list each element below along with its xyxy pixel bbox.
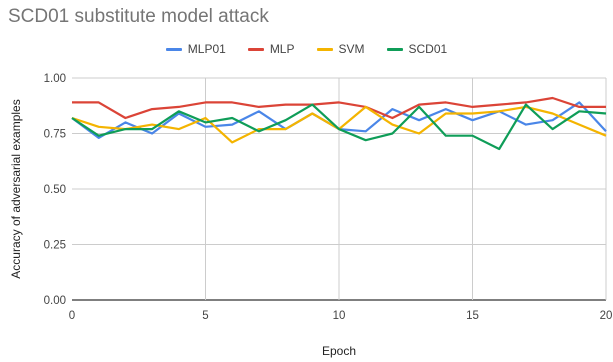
legend-swatch-mlp01: [165, 47, 182, 51]
y-tick-label: 0.50: [44, 184, 66, 196]
legend-item-mlp01: MLP01: [165, 42, 226, 56]
x-tick-label: 10: [333, 310, 346, 322]
legend-label-svm: SVM: [338, 42, 365, 56]
chart-grid: [72, 77, 607, 301]
legend-item-scd01: SCD01: [386, 42, 448, 56]
x-tick-label: 0: [69, 310, 75, 322]
x-tick-label: 20: [600, 310, 613, 322]
series-line-mlp: [72, 96, 606, 120]
y-tick-label: 0.25: [44, 240, 66, 252]
y-tick-label: 0.75: [44, 129, 66, 141]
legend-swatch-svm: [316, 47, 333, 51]
legend-label-scd01: SCD01: [408, 42, 448, 56]
legend-item-mlp: MLP: [247, 42, 295, 56]
x-axis-label: Epoch: [322, 344, 356, 358]
legend-swatch-mlp: [247, 47, 264, 51]
legend-label-mlp: MLP: [269, 42, 295, 56]
x-tick-label: 15: [466, 310, 479, 322]
chart-ticks: 0.00 0.25 0.50 0.75 1.00 0 5 10 15 20: [44, 73, 613, 322]
y-tick-label: 0.00: [44, 295, 66, 307]
legend-label-mlp01: MLP01: [187, 42, 226, 56]
series-line-scd01: [71, 103, 607, 151]
legend-item-svm: SVM: [316, 42, 365, 56]
chart-title: SCD01 substitute model attack: [8, 6, 269, 27]
y-axis-label: Accuracy of adversarial examples: [9, 99, 23, 278]
chart-legend: MLP01 MLP SVM SCD01: [0, 40, 613, 58]
legend-swatch-scd01: [386, 47, 403, 51]
chart-series: [71, 96, 607, 151]
y-tick-label: 1.00: [44, 73, 66, 85]
x-tick-label: 5: [202, 310, 208, 322]
